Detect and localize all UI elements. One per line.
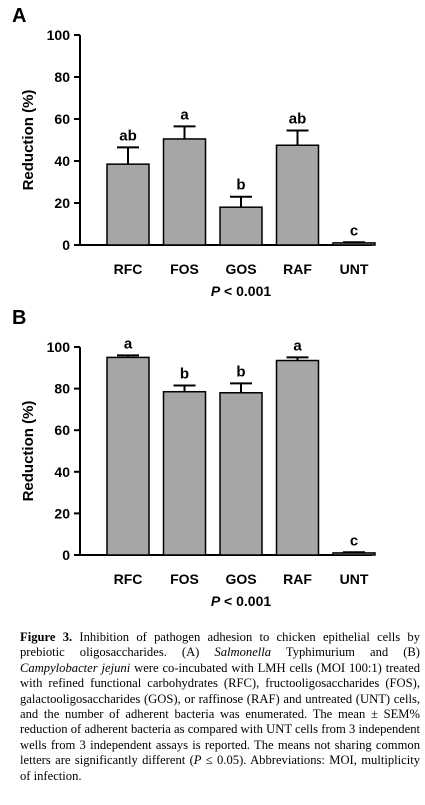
bar [219,206,263,246]
y-tick-label: 20 [54,505,70,521]
category-label: FOS [170,261,199,277]
bar [162,390,207,556]
significance-label: a [180,106,189,123]
y-tick-label: 80 [54,69,70,85]
caption-italic-2: Campylobacter jejuni [20,660,131,675]
y-tick-label: 100 [47,27,71,43]
significance-label: a [124,335,133,352]
significance-label: b [236,363,245,380]
y-tick-label: 40 [54,153,70,169]
p-value-symbol: P [211,283,221,299]
significance-label: c [350,222,358,239]
y-tick-label: 0 [62,237,70,253]
bar [106,163,150,246]
caption-italic-1: Salmonella [214,645,272,660]
category-label: RAF [283,261,312,277]
category-label: FOS [170,571,199,587]
bar [162,138,207,246]
category-label: UNT [340,571,369,587]
y-tick-label: 60 [54,111,70,127]
significance-label: ab [119,127,137,144]
significance-label: ab [289,111,307,128]
y-axis-label: Reduction (%) [20,401,37,502]
significance-label: a [293,337,302,354]
caption-text-1: Inhibition of pathogen adhesion to chick… [20,630,420,660]
y-tick-label: 100 [47,339,71,355]
category-label: UNT [340,261,369,277]
figure-caption: Figure 3. Inhibition of pathogen adhesio… [20,630,420,784]
significance-label: b [180,365,189,382]
y-tick-label: 20 [54,195,70,211]
significance-label: c [350,532,358,549]
caption-lead: Figure 3. [20,630,73,644]
bar [275,359,320,556]
p-value-symbol: P [211,593,221,609]
y-tick-label: 80 [54,381,70,397]
p-value-label: P < 0.001 [211,593,272,609]
panel-letter: A [12,5,26,27]
category-label: RFC [114,261,143,277]
caption-text-3: were co-incubated with LMH cells (MOI 10… [20,660,421,768]
caption-italic-3: P [193,753,202,768]
caption-text-4: ≤ 0.05). Abbreviations: MOI, multiplicit… [20,753,420,783]
category-label: GOS [225,261,256,277]
y-tick-label: 60 [54,422,70,438]
caption-text-2: Typhimurium and (B) [271,645,420,660]
bar [106,356,150,556]
bar [275,144,320,246]
y-tick-label: 0 [62,547,70,563]
panel-letter: B [12,307,26,329]
p-value-label: P < 0.001 [211,283,272,299]
category-label: RAF [283,571,312,587]
category-label: RFC [114,571,143,587]
y-axis-label: Reduction (%) [20,90,37,191]
significance-label: b [236,177,245,194]
category-label: GOS [225,571,256,587]
p-value-text: < 0.001 [220,283,271,299]
y-tick-label: 40 [54,464,70,480]
bar [219,392,263,556]
p-value-text: < 0.001 [220,593,271,609]
